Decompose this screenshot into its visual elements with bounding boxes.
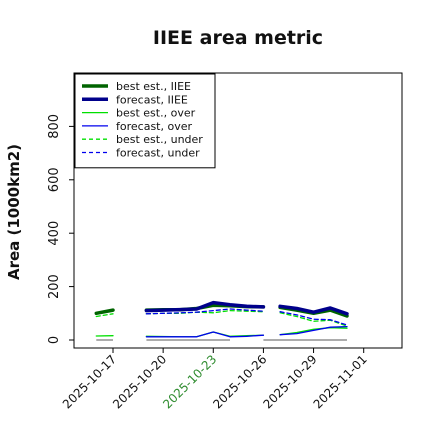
y-axis-ticks: 0 200 400 600 800 — [47, 114, 74, 344]
series-line-best-est-over-seg3 — [279, 327, 348, 336]
series-line-forecast-over-seg3 — [279, 325, 348, 336]
y-tick-label: 0 — [47, 336, 62, 344]
legend-label-best-est-over: best est., over — [116, 107, 196, 120]
legend-label-best-est-iiee: best est., IIEE — [116, 80, 191, 93]
y-axis-label: Area (1000km2) — [5, 144, 23, 280]
y-tick-label: 200 — [47, 274, 62, 299]
series-line-best-est-under-seg2 — [145, 309, 265, 315]
series-line-forecast-under-seg2 — [145, 308, 265, 315]
legend-label-forecast-over: forecast, over — [116, 120, 192, 133]
series-line-forecast-iiee-seg3 — [278, 304, 349, 316]
series-line-forecast-iiee-seg2 — [144, 300, 266, 313]
y-tick-label: 600 — [47, 167, 62, 192]
series-line-forecast-under-seg3 — [279, 311, 348, 326]
legend-label-forecast-iiee: forecast, IIEE — [116, 93, 188, 106]
legend-label-forecast-under: forecast, under — [116, 147, 200, 160]
series-line-best-est-iiee-seg1 — [94, 308, 115, 316]
plot-area — [73, 72, 403, 349]
series-line-best-est-under-seg3 — [279, 312, 348, 327]
y-tick-label: 400 — [47, 221, 62, 246]
series-line-forecast-over-seg2 — [145, 331, 265, 338]
chart-title: IIEE area metric — [153, 27, 323, 49]
x-axis-ticks: 2025-10-172025-10-202025-10-232025-10-26… — [60, 348, 370, 411]
x-tick-label: 2025-11-01 — [311, 352, 370, 411]
series-line-best-est-under-seg1 — [95, 313, 114, 318]
legend-label-best-est-under: best est., under — [116, 133, 203, 146]
chart-marks — [94, 300, 349, 341]
y-tick-label: 800 — [47, 114, 62, 139]
